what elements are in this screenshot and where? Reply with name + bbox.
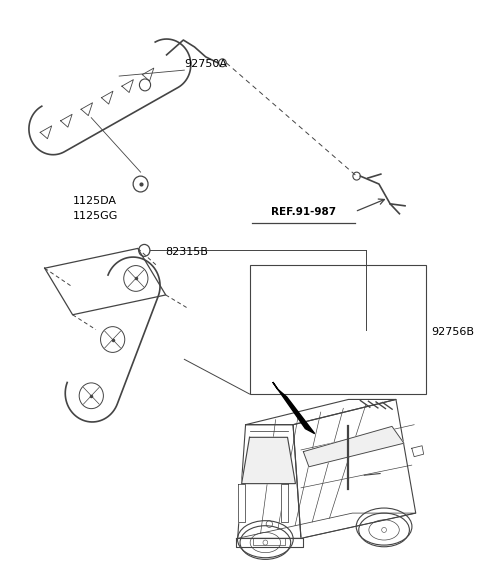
Polygon shape	[239, 484, 245, 521]
Text: 82315B: 82315B	[166, 247, 209, 258]
Polygon shape	[238, 513, 416, 538]
Polygon shape	[246, 400, 396, 425]
Polygon shape	[281, 484, 288, 521]
Polygon shape	[236, 538, 302, 547]
Polygon shape	[293, 400, 416, 538]
Polygon shape	[412, 446, 424, 456]
Text: REF.91-987: REF.91-987	[271, 206, 336, 217]
Text: 1125GG: 1125GG	[72, 211, 118, 221]
Text: 92756B: 92756B	[431, 327, 474, 336]
Polygon shape	[65, 257, 160, 422]
Polygon shape	[45, 248, 166, 315]
Polygon shape	[238, 425, 301, 538]
Polygon shape	[241, 437, 295, 484]
Polygon shape	[303, 426, 404, 467]
Polygon shape	[273, 382, 315, 434]
Text: 92750A: 92750A	[184, 59, 228, 69]
Polygon shape	[29, 39, 191, 155]
Bar	[250, 265, 426, 394]
Text: 1125DA: 1125DA	[72, 196, 117, 206]
